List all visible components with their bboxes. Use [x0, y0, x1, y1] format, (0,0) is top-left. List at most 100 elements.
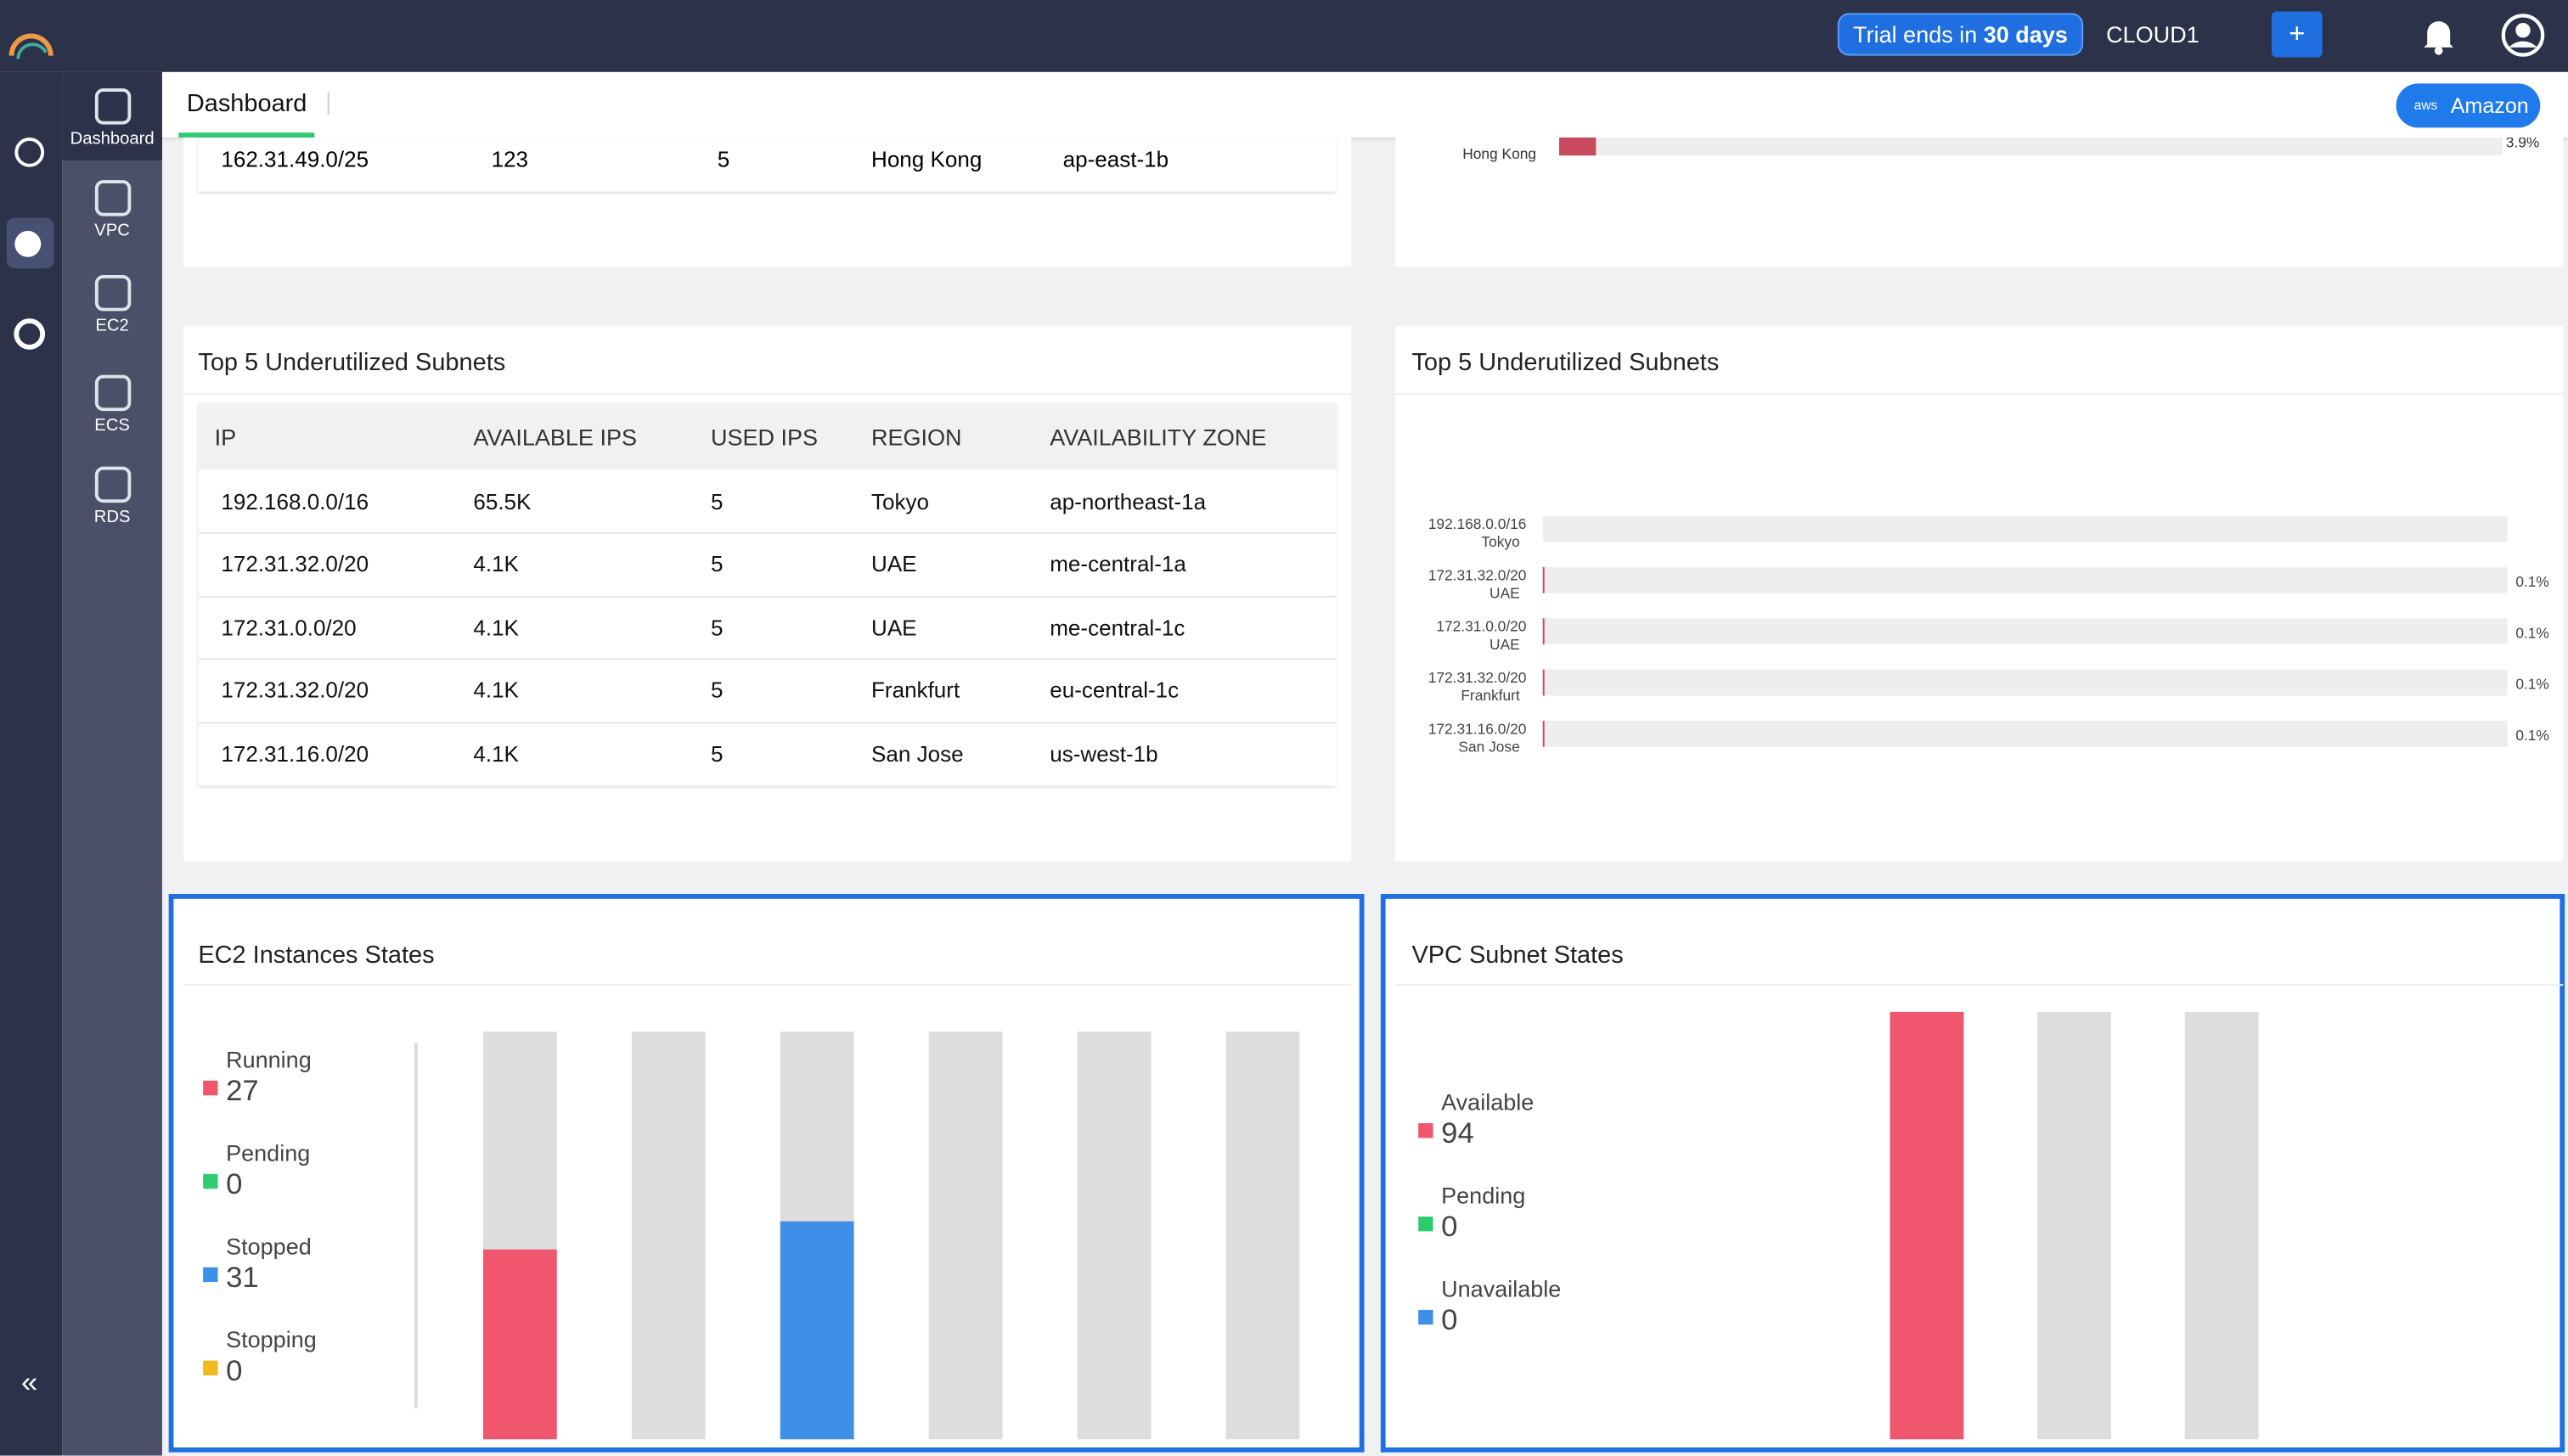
bar-track	[2184, 1011, 2259, 1440]
nav-item[interactable]: RDS	[62, 466, 162, 528]
nav-icon	[93, 374, 131, 412]
legend-swatch	[1418, 1123, 1433, 1138]
panel-title: Top 5 Underutilized Subnets	[198, 348, 506, 377]
table-cell: ap-east-1b	[1062, 147, 1169, 172]
table-cell: 172.31.32.0/20	[221, 677, 369, 703]
table-cell: 5	[711, 677, 724, 703]
table-cell: Frankfurt	[871, 677, 960, 703]
bar-track	[1559, 138, 2503, 156]
row-divider	[198, 658, 1337, 661]
partial-chart: Hong Kong 3.9%	[1462, 138, 2540, 162]
tab-bar	[161, 71, 2568, 138]
panel-title: VPC Subnet States	[1411, 941, 1624, 970]
legend-swatch	[1418, 1309, 1433, 1325]
nav-item[interactable]: VPC	[62, 180, 162, 241]
table-cell: San Jose	[871, 740, 964, 766]
bar	[482, 1249, 557, 1440]
table-cell: UAE	[871, 615, 917, 640]
panel-title: EC2 Instances States	[198, 941, 435, 970]
bar-sublabel: UAE	[1490, 636, 1520, 653]
bar	[1542, 720, 1545, 747]
legend-name: Stopped	[226, 1234, 312, 1259]
legend-swatch	[203, 1360, 218, 1376]
bar-label: 192.168.0.0/16	[1428, 515, 1527, 532]
active-nav-bg	[62, 71, 162, 161]
nav-icon	[93, 180, 131, 216]
nav-item[interactable]: Dashboard	[62, 88, 162, 149]
bar-label: 172.31.32.0/20	[1428, 669, 1527, 686]
table-cell: 123	[491, 147, 529, 172]
user-icon[interactable]	[2501, 13, 2545, 57]
bar-value: 3.9%	[2506, 138, 2540, 151]
bar-sublabel: San Jose	[1458, 739, 1519, 756]
divider	[183, 392, 1352, 395]
divider	[183, 984, 1352, 987]
legend-swatch	[203, 1173, 218, 1189]
nav-label: VPC	[94, 221, 130, 241]
tab-dashboard[interactable]: Dashboard	[186, 90, 307, 118]
bar-track	[2037, 1011, 2111, 1440]
bar	[1559, 138, 1597, 156]
add-button[interactable]: +	[2271, 11, 2323, 58]
legend-name: Running	[226, 1047, 312, 1072]
top-right-panel	[1395, 138, 2564, 267]
row-divider	[198, 595, 1337, 598]
legend-value: 0	[226, 1355, 242, 1387]
table-cell: 162.31.49.0/25	[221, 147, 369, 172]
provider-name: Amazon	[2450, 93, 2529, 118]
nav-item[interactable]: EC2	[62, 275, 162, 335]
bar-label: 172.31.32.0/20	[1428, 566, 1527, 583]
legend-swatch	[203, 1080, 218, 1096]
divider	[1395, 984, 2564, 987]
bell-icon[interactable]	[2420, 16, 2456, 55]
column-header: REGION	[871, 424, 962, 451]
bar-track	[1542, 618, 2508, 645]
nav-label: RDS	[93, 507, 131, 528]
table-cell: 4.1K	[473, 615, 519, 640]
underutilized-chart-panel	[1395, 325, 2564, 862]
table-cell: 5	[711, 489, 724, 514]
nav-icon	[93, 466, 131, 503]
column-header: AVAILABILITY ZONE	[1050, 424, 1267, 451]
nav-label: EC2	[95, 316, 129, 336]
table-cell: 65.5K	[473, 489, 532, 514]
legend-name: Unavailable	[1441, 1276, 1561, 1301]
row-divider	[198, 721, 1337, 723]
table-cell: 5	[717, 147, 730, 172]
legend-swatch	[1418, 1216, 1433, 1232]
legend-value: 27	[226, 1075, 259, 1107]
nav-icon	[93, 88, 131, 125]
table-cell: ap-northeast-1a	[1050, 489, 1207, 514]
bar-sublabel: Frankfurt	[1461, 687, 1520, 704]
table-cell: 5	[711, 615, 724, 640]
trial-badge[interactable]: Trial ends in 30 days	[1837, 13, 2084, 56]
table-cell: me-central-1c	[1050, 615, 1185, 640]
table-cell: UAE	[871, 552, 917, 577]
table-cell: 5	[711, 740, 724, 766]
table-cell: 172.31.16.0/20	[221, 740, 369, 766]
trial-text: Trial ends in	[1853, 21, 1978, 48]
bar-label: 172.31.16.0/20	[1428, 720, 1527, 737]
vpc-highlight	[1380, 894, 2565, 1453]
bar-track	[1225, 1032, 1300, 1440]
nav-item[interactable]: ECS	[62, 374, 162, 436]
primary-sidebar: «	[0, 71, 63, 1456]
tab-underline	[178, 132, 315, 138]
bar-value: 0.1%	[2515, 676, 2549, 693]
legend-name: Pending	[226, 1140, 310, 1166]
table-cell: us-west-1b	[1050, 740, 1158, 766]
legend-value: 0	[226, 1168, 242, 1200]
account-name[interactable]: CLOUD1	[2106, 21, 2199, 48]
bar-value: 0.1%	[2515, 727, 2549, 744]
bar-sublabel: UAE	[1490, 585, 1520, 602]
bar	[1542, 618, 1545, 645]
provider-button[interactable]: aws Amazon	[2396, 83, 2541, 128]
bar-track	[631, 1032, 706, 1440]
tab-divider	[327, 92, 329, 115]
bar-track	[1542, 720, 2508, 747]
bar-track	[1077, 1032, 1152, 1440]
nav-icon	[93, 275, 131, 312]
bar-sublabel: Tokyo	[1481, 533, 1519, 550]
